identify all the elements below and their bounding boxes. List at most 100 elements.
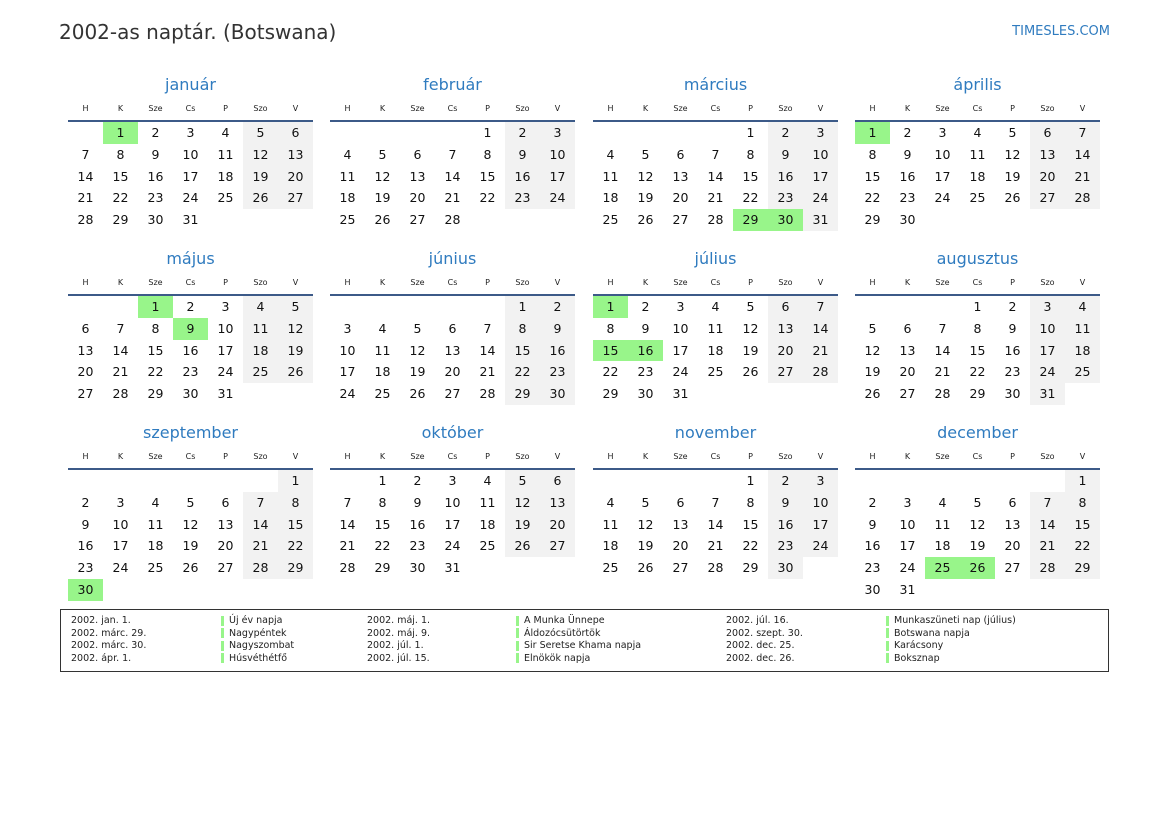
day-cell: 10 — [803, 491, 838, 514]
day-cell: 14 — [1030, 513, 1065, 536]
day-cell: 21 — [803, 339, 838, 362]
day-cell: 25 — [479, 538, 496, 554]
weekday-label: Szo — [515, 104, 530, 113]
day-cell: 6 — [768, 296, 803, 318]
empty-cell — [208, 470, 243, 492]
day-cell: 15 — [374, 516, 391, 532]
day-cell: 25 — [217, 190, 234, 206]
day-cell: 12 — [864, 342, 881, 358]
day-cell: 3 — [1030, 296, 1065, 318]
day-cell: 13 — [278, 143, 313, 166]
day-cell: 17 — [672, 342, 689, 358]
brand-link[interactable]: TIMESLES.COM — [1012, 24, 1110, 39]
day-cell: 26 — [742, 364, 759, 380]
day-cell: 5 — [278, 296, 313, 318]
empty-cell — [663, 470, 698, 492]
day-cell: 4 — [711, 299, 720, 314]
day-cell: 30 — [864, 581, 881, 597]
day-cell: 7 — [711, 494, 720, 510]
day-cell: 7 — [448, 146, 457, 162]
day-cell: 1 — [378, 473, 387, 488]
page-title: 2002-as naptár. (Botswana) — [59, 20, 337, 44]
day-cell: 23 — [409, 538, 426, 554]
empty-cell — [628, 122, 663, 144]
day-cell: 15 — [593, 339, 628, 362]
day-cell: 12 — [505, 491, 540, 514]
weekday-label: K — [904, 104, 911, 113]
weekday-label: V — [1079, 452, 1086, 461]
day-cell: 17 — [803, 513, 838, 536]
day-cell: 11 — [1065, 317, 1100, 340]
day-cell: 10 — [112, 516, 129, 532]
weekday-label: V — [554, 278, 561, 287]
weekday-label: H — [607, 452, 614, 461]
empty-cell — [1030, 470, 1065, 492]
day-grid: 1 2 3 4 5 6 7 8 9 10 11 12 13 14 15 16 17 18 19 20 21 22 23 24 2… — [68, 122, 313, 231]
weekday-label: V — [554, 104, 561, 113]
holiday-legend: 2002. jan. 1. Új év napja 2002. márc. 29. N… — [60, 609, 1109, 672]
day-cell: 20 — [77, 364, 94, 380]
day-cell: 25 — [339, 212, 356, 228]
weekday-header: H K Sze Cs P Szo V — [593, 97, 838, 122]
day-cell: 9 — [1008, 320, 1017, 336]
day-cell: 19 — [374, 190, 391, 206]
day-cell: 4 — [483, 473, 492, 488]
day-cell: 3 — [186, 125, 195, 140]
day-cell: 25 — [969, 190, 986, 206]
day-cell: 3 — [938, 125, 947, 140]
day-cell: 19 — [864, 364, 881, 380]
day-cell: 10 — [672, 320, 689, 336]
weekday-label: V — [292, 452, 299, 461]
holiday-date: 2002. dec. 25. — [726, 640, 795, 652]
day-cell: 28 — [243, 557, 278, 579]
month-name: február — [423, 75, 482, 94]
day-cell: 10 — [803, 143, 838, 166]
day-cell: 16 — [768, 513, 803, 536]
day-cell: 11 — [479, 494, 496, 510]
day-cell: 14 — [707, 516, 724, 532]
day-cell: 5 — [868, 320, 877, 336]
weekday-label: V — [292, 104, 299, 113]
day-cell: 21 — [112, 364, 129, 380]
weekday-label: Cs — [447, 452, 458, 461]
day-cell: 30 — [182, 386, 199, 402]
month-name: augusztus — [936, 249, 1019, 268]
day-cell: 4 — [343, 146, 352, 162]
day-cell: 16 — [147, 168, 164, 184]
holiday-name: Húsvéthétfő — [229, 652, 288, 664]
weekday-label: H — [869, 278, 876, 287]
weekday-label: Cs — [972, 452, 983, 461]
day-cell: 12 — [409, 342, 426, 358]
weekday-label: Sze — [410, 104, 425, 113]
weekday-label: P — [1010, 104, 1015, 113]
day-cell: 8 — [151, 320, 160, 336]
empty-cell — [698, 122, 733, 144]
weekday-label: Cs — [447, 278, 458, 287]
holiday-name: Boksznap — [894, 652, 940, 664]
holiday-marker-icon — [516, 640, 519, 651]
day-cell: 5 — [1008, 125, 1017, 140]
day-cell: 31 — [182, 212, 199, 228]
day-cell: 14 — [1065, 143, 1100, 166]
weekday-label: P — [485, 104, 490, 113]
day-cell: 19 — [505, 513, 540, 536]
day-cell: 19 — [409, 364, 426, 380]
day-cell: 9 — [903, 146, 912, 162]
day-cell: 25 — [707, 364, 724, 380]
day-cell: 21 — [444, 190, 461, 206]
day-cell: 1 — [855, 122, 890, 144]
day-cell: 26 — [637, 560, 654, 576]
empty-cell — [593, 470, 628, 492]
day-cell: 7 — [116, 320, 125, 336]
day-cell: 4 — [606, 146, 615, 162]
weekday-label: H — [344, 452, 351, 461]
day-cell: 12 — [637, 516, 654, 532]
month-name: december — [937, 423, 1018, 442]
day-cell: 7 — [483, 320, 492, 336]
day-cell: 24 — [899, 560, 916, 576]
day-cell: 6 — [448, 320, 457, 336]
day-cell: 24 — [803, 535, 838, 558]
day-cell: 26 — [278, 361, 313, 384]
day-cell: 1 — [973, 299, 982, 314]
day-cell: 4 — [151, 494, 160, 510]
